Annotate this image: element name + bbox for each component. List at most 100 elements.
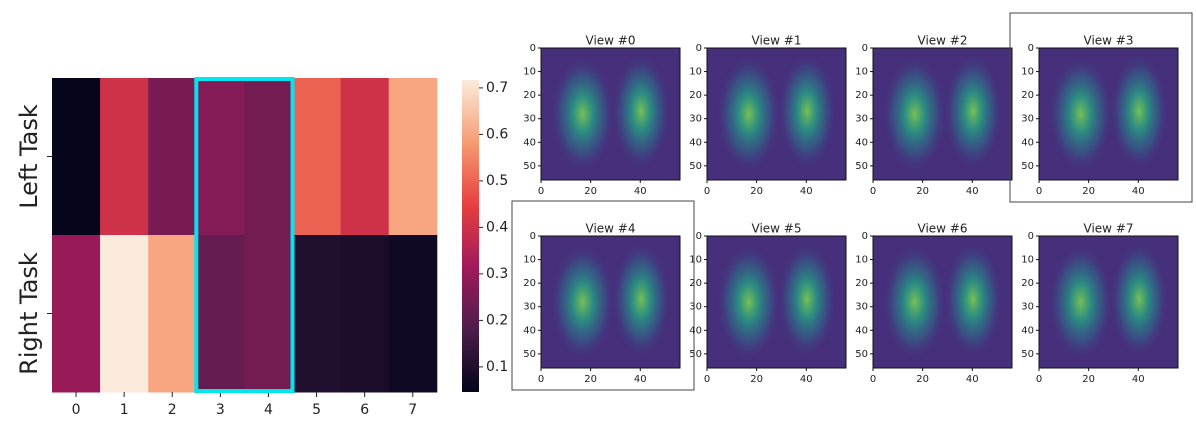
image-lobe	[1050, 58, 1112, 170]
y-tick-label: 30	[855, 114, 868, 125]
y-tick-label: 10	[523, 255, 536, 266]
x-tick-label: 4	[264, 402, 273, 418]
x-tick-label: 20	[750, 186, 763, 197]
y-tick-label: 20	[523, 90, 536, 101]
image-frame	[1038, 235, 1179, 369]
x-tick-label: 0	[538, 186, 544, 197]
image-lobe	[1111, 55, 1167, 167]
y-tick-label: 20	[689, 90, 702, 101]
y-tick-label: 50	[1021, 161, 1034, 172]
heatmap-cell	[340, 78, 390, 236]
x-tick-label: 3	[216, 402, 225, 418]
y-tick-label: 10	[1021, 67, 1034, 78]
panel-title: View #5	[752, 222, 802, 236]
image-lobe	[718, 246, 780, 358]
heatmap-cell	[100, 78, 149, 236]
image-lobe	[779, 55, 835, 167]
panel-title: View #0	[586, 34, 636, 48]
image-frame	[540, 47, 681, 181]
y-tick-label: 30	[689, 302, 702, 313]
y-tick-label: Left Task	[15, 104, 43, 209]
y-tick-label: 20	[689, 278, 702, 289]
colorbar-tick-label: 0.5	[486, 173, 508, 189]
image-lobe	[552, 246, 614, 358]
view-panel: View #3 0 20 40 0 10 20 30 40 50	[1009, 12, 1193, 203]
y-tick-label: 0	[696, 43, 702, 54]
view-panel: View #4 0 20 40 0 10 20 30 40 50	[511, 200, 695, 391]
y-tick-label: 20	[855, 90, 868, 101]
x-tick-label: 20	[916, 186, 929, 197]
y-tick-label: 10	[1021, 255, 1034, 266]
colorbar-tick-label: 0.6	[486, 126, 508, 142]
image-lobe	[779, 243, 835, 355]
y-tick-label: 0	[862, 43, 868, 54]
image-frame	[1038, 47, 1179, 181]
x-tick-label: 0	[1036, 186, 1042, 197]
heatmap-cell	[148, 235, 197, 393]
heatmap-cell	[292, 78, 342, 236]
x-tick-label: 40	[634, 186, 647, 197]
x-tick-label: 0	[704, 374, 710, 385]
panel-highlight	[1009, 12, 1193, 203]
x-tick-label: 20	[916, 374, 929, 385]
x-tick-label: 40	[800, 374, 813, 385]
y-tick-label: 50	[689, 161, 702, 172]
view-panel: View #2 0 20 40 0 10 20 30 40 50	[855, 34, 1013, 197]
x-tick-label: 40	[1132, 374, 1145, 385]
y-tick-label: 20	[855, 278, 868, 289]
x-tick-label: 40	[800, 186, 813, 197]
colorbar	[462, 80, 479, 392]
y-tick-label: 40	[855, 325, 868, 336]
y-tick-label: 10	[523, 67, 536, 78]
x-tick-label: 20	[750, 374, 763, 385]
x-tick-label: 5	[312, 402, 321, 418]
heatmap-cell	[292, 235, 342, 393]
y-tick-label: 20	[523, 278, 536, 289]
x-tick-label: 1	[120, 402, 129, 418]
y-tick-label: 0	[530, 43, 536, 54]
y-tick-label: 30	[689, 114, 702, 125]
y-tick-label: 50	[523, 349, 536, 360]
x-tick-label: 40	[634, 374, 647, 385]
y-tick-label: 10	[689, 255, 702, 266]
heatmap-cell	[52, 78, 101, 236]
y-tick-label: 30	[523, 302, 536, 313]
image-frame	[706, 47, 847, 181]
x-tick-label: 6	[360, 402, 369, 418]
image-frame	[706, 235, 847, 369]
image-lobe	[552, 58, 614, 170]
panel-title: View #3	[1084, 34, 1134, 48]
y-tick-label: 0	[1028, 43, 1034, 54]
heatmap-cell	[340, 235, 390, 393]
heatmap-cell	[100, 235, 149, 393]
x-tick-label: 2	[168, 402, 177, 418]
x-tick-label: 20	[584, 186, 597, 197]
highlight-box	[194, 77, 295, 393]
x-tick-label: 7	[408, 402, 417, 418]
heatmap-cell	[388, 78, 438, 236]
x-tick-label: 0	[538, 374, 544, 385]
colorbar-tick-label: 0.2	[486, 312, 508, 328]
y-tick-label: 50	[855, 161, 868, 172]
x-tick-label: 20	[1082, 186, 1095, 197]
panel-title: View #7	[1084, 222, 1134, 236]
image-lobe	[718, 58, 780, 170]
y-tick-label: 30	[1021, 302, 1034, 313]
view-panel: View #1 0 20 40 0 10 20 30 40 50	[689, 34, 847, 197]
panel-title: View #4	[586, 222, 636, 236]
x-tick-label: 20	[1082, 374, 1095, 385]
y-tick-label: 10	[855, 67, 868, 78]
heatmap-cell	[244, 235, 293, 393]
image-lobe	[613, 55, 669, 167]
y-tick-label: 50	[855, 349, 868, 360]
x-tick-label: 0	[72, 402, 81, 418]
image-lobe	[945, 55, 1001, 167]
image-lobe	[884, 58, 946, 170]
heatmap-cell	[148, 78, 197, 236]
panel-title: View #6	[918, 222, 968, 236]
image-lobe	[945, 243, 1001, 355]
image-lobe	[613, 243, 669, 355]
y-tick-label: 40	[855, 137, 868, 148]
y-tick-label: 40	[689, 137, 702, 148]
